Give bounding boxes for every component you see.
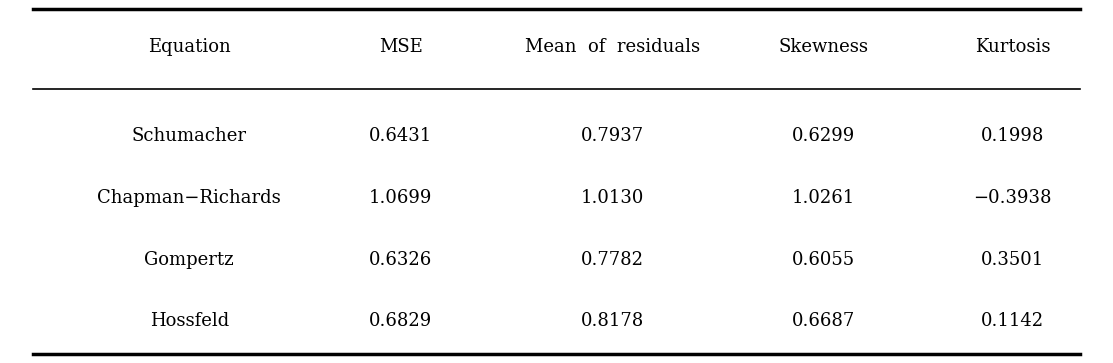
Text: 0.6829: 0.6829 — [370, 312, 432, 330]
Text: MSE: MSE — [378, 38, 423, 56]
Text: Skewness: Skewness — [779, 38, 868, 56]
Text: Mean  of  residuals: Mean of residuals — [524, 38, 700, 56]
Text: 0.7937: 0.7937 — [581, 127, 643, 145]
Text: 0.3501: 0.3501 — [982, 250, 1044, 269]
Text: −0.3938: −0.3938 — [974, 189, 1052, 207]
Text: Gompertz: Gompertz — [145, 250, 234, 269]
Text: Schumacher: Schumacher — [131, 127, 247, 145]
Text: 0.6055: 0.6055 — [792, 250, 855, 269]
Text: 0.6687: 0.6687 — [792, 312, 855, 330]
Text: 1.0699: 1.0699 — [370, 189, 432, 207]
Text: 0.1142: 0.1142 — [982, 312, 1044, 330]
Text: 0.6431: 0.6431 — [370, 127, 432, 145]
Text: Kurtosis: Kurtosis — [975, 38, 1051, 56]
Text: 0.7782: 0.7782 — [581, 250, 643, 269]
Text: 0.8178: 0.8178 — [581, 312, 643, 330]
Text: 1.0130: 1.0130 — [581, 189, 643, 207]
Text: 1.0261: 1.0261 — [792, 189, 855, 207]
Text: Chapman−Richards: Chapman−Richards — [97, 189, 282, 207]
Text: Hossfeld: Hossfeld — [149, 312, 229, 330]
Text: 0.6326: 0.6326 — [370, 250, 432, 269]
Text: 0.6299: 0.6299 — [792, 127, 855, 145]
Text: 0.1998: 0.1998 — [982, 127, 1044, 145]
Text: Equation: Equation — [148, 38, 230, 56]
